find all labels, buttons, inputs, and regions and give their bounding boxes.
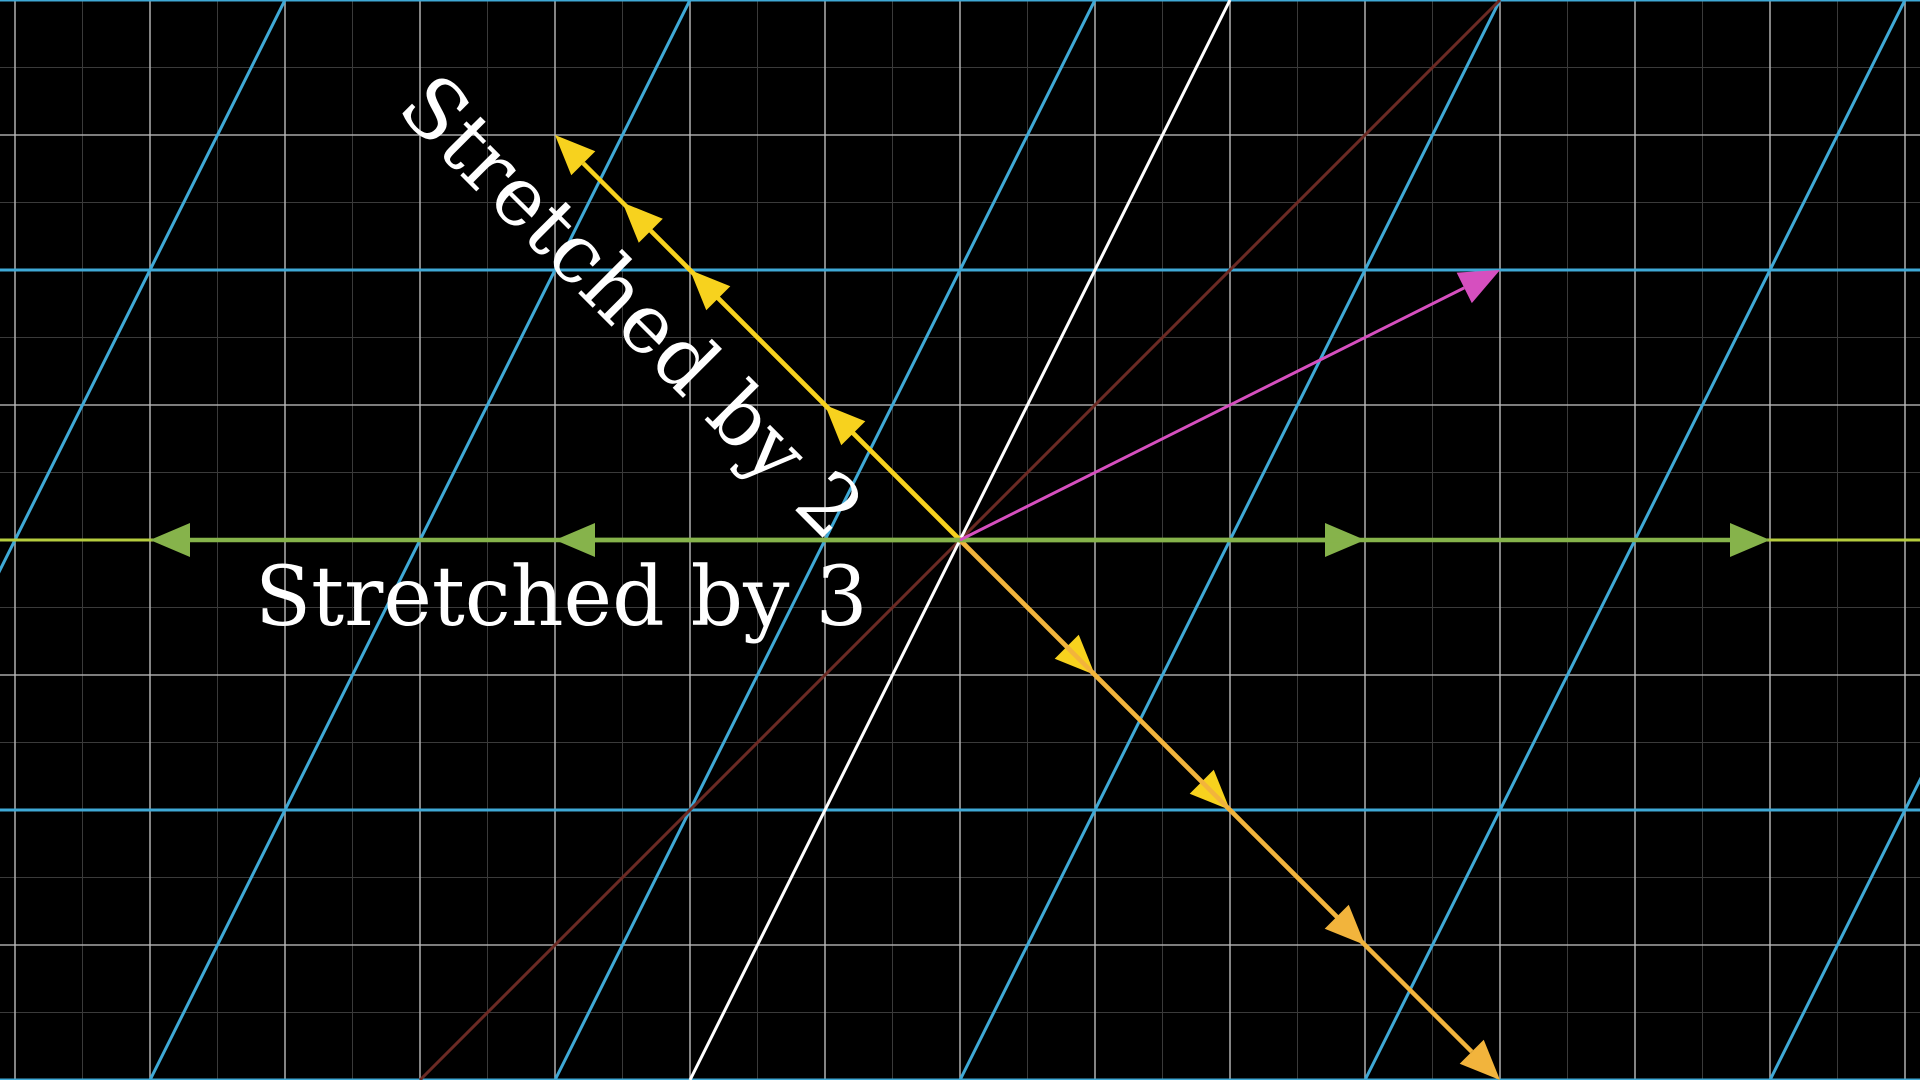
transformed-grid-slanted bbox=[148, 0, 692, 1080]
arrowhead-icon bbox=[1730, 523, 1770, 557]
diagonal-eigenvector-shaft bbox=[958, 538, 1474, 1054]
arrowhead-icon bbox=[1459, 1039, 1500, 1080]
arrowhead-icon bbox=[690, 270, 731, 311]
stretched-by-3-label: Stretched by 3 bbox=[255, 550, 868, 645]
diagonal-eigenvector bbox=[825, 405, 962, 542]
arrowhead-icon bbox=[622, 202, 663, 243]
arrowhead-icon bbox=[555, 135, 596, 176]
diagonal-eigenvector-shaft bbox=[851, 431, 962, 542]
general-vector bbox=[959, 270, 1500, 542]
transformed-grid-slanted bbox=[0, 0, 287, 574]
x-axis-eigenvector bbox=[555, 523, 960, 557]
stretched-by-2-label: Stretched by 2 bbox=[381, 57, 881, 557]
arrowhead-icon bbox=[1456, 270, 1500, 304]
vectors bbox=[150, 135, 1770, 1080]
transformed-grid-slanted bbox=[958, 0, 1502, 1080]
arrowhead-icon bbox=[555, 523, 595, 557]
diagonal-eigenvector bbox=[958, 538, 1500, 1080]
transformed-grid-slanted bbox=[1363, 0, 1907, 1080]
transformed-grid-slanted bbox=[1768, 776, 1920, 1080]
arrowhead-icon bbox=[150, 523, 190, 557]
general-vector-shaft bbox=[959, 286, 1465, 542]
arrowhead-icon bbox=[825, 405, 866, 446]
x-axis-eigenvector bbox=[960, 523, 1770, 557]
